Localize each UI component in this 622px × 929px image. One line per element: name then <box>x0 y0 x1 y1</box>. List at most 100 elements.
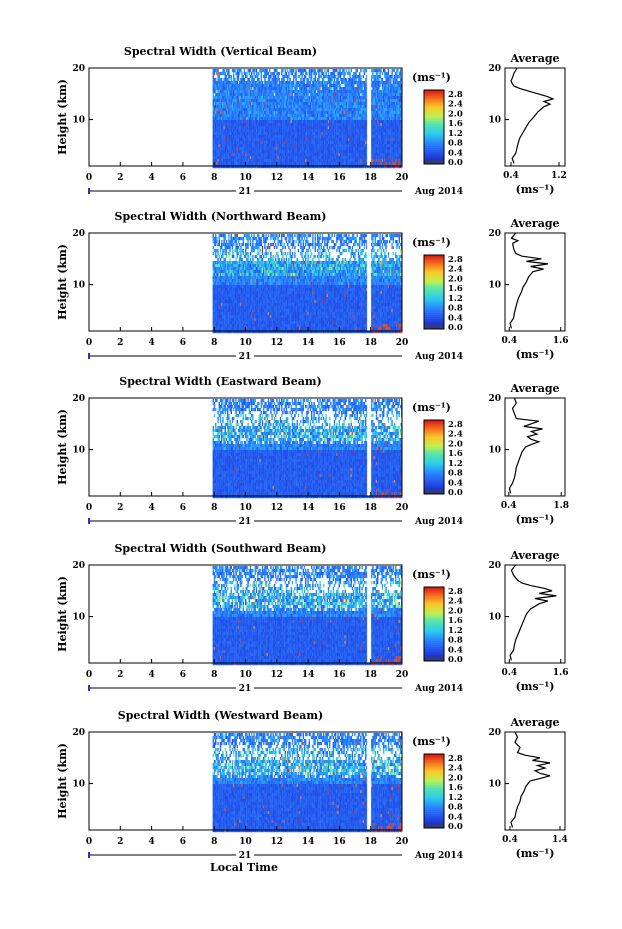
x-tick-label: 14 <box>302 173 315 183</box>
x-tick-label: 8 <box>211 503 217 513</box>
date-label: Aug 2014 <box>414 187 463 197</box>
colorbar-tick-label: 2.4 <box>448 764 463 774</box>
x-tick-label: 18 <box>364 670 377 680</box>
panel-title: Spectral Width (Westward Beam) <box>118 709 323 722</box>
profile-line <box>511 732 550 827</box>
colorbar-tick-label: 1.6 <box>448 284 463 294</box>
x-tick-label: 0 <box>86 338 92 348</box>
x-tick-label: 4 <box>148 837 154 847</box>
colorbar-tick-label: 2.8 <box>448 754 463 764</box>
profile-title: Average <box>509 549 559 562</box>
colorbar-tick-label: 0.0 <box>448 488 463 498</box>
y-tick-label: 10 <box>72 281 85 291</box>
day-label: 21 <box>239 684 252 694</box>
x-tick-label: 6 <box>180 338 186 348</box>
x-tick-label: 10 <box>239 173 252 183</box>
profile-x-tick-label: 0.4 <box>501 668 517 678</box>
day-label: 21 <box>239 187 252 197</box>
x-tick-label: 16 <box>333 670 346 680</box>
panel-title: Spectral Width (Eastward Beam) <box>119 375 321 388</box>
colorbar-tick-label: 2.8 <box>448 90 463 100</box>
profile-x-tick-label: 0.4 <box>501 336 517 346</box>
colorbar-tick-label: 1.6 <box>448 119 463 129</box>
profile-frame <box>505 732 565 830</box>
profile-line <box>510 233 548 328</box>
x-tick-label: 12 <box>271 503 284 513</box>
x-tick-label: 10 <box>239 338 252 348</box>
colorbar-unit: (ms⁻¹) <box>412 735 451 748</box>
colorbar-tick-label: 2.4 <box>448 597 463 607</box>
y-tick-label: 10 <box>72 780 85 790</box>
colorbar-tick-label: 1.2 <box>448 793 463 803</box>
colorbar-unit: (ms⁻¹) <box>412 236 451 249</box>
x-axis-label: Local Time <box>210 861 278 874</box>
day-label: 21 <box>239 851 252 861</box>
x-tick-label: 16 <box>333 173 346 183</box>
colorbar-tick-label: 0.8 <box>448 139 463 149</box>
y-tick-label: 10 <box>72 116 85 126</box>
colorbar-tick-label: 0.0 <box>448 323 463 333</box>
colorbar-tick-label: 2.8 <box>448 420 463 430</box>
data-gap <box>367 565 371 663</box>
colorbar-tick-label: 2.4 <box>448 100 463 110</box>
data-gap <box>367 398 371 496</box>
x-tick-label: 16 <box>333 837 346 847</box>
x-tick-label: 0 <box>86 837 92 847</box>
colorbar-tick-label: 1.2 <box>448 626 463 636</box>
profile-line <box>510 398 543 493</box>
heatmap-cells <box>213 234 403 333</box>
y-tick-label: 20 <box>72 64 85 74</box>
x-tick-label: 0 <box>86 503 92 513</box>
profile-x-tick-label: 1.6 <box>553 668 569 678</box>
y-tick-label: 20 <box>72 229 85 239</box>
x-tick-label: 6 <box>180 670 186 680</box>
profile-x-label: (ms⁻¹) <box>516 513 555 526</box>
heatmap-cells <box>213 733 403 832</box>
profile-title: Average <box>509 716 559 729</box>
x-tick-label: 12 <box>271 338 284 348</box>
profile-title: Average <box>509 52 559 65</box>
x-tick-label: 2 <box>117 503 123 513</box>
x-tick-label: 8 <box>211 338 217 348</box>
x-tick-label: 2 <box>117 338 123 348</box>
x-tick-label: 4 <box>148 670 154 680</box>
colorbar-tick-label: 2.4 <box>448 265 463 275</box>
panel-3: Spectral Width (Eastward Beam)Height (km… <box>56 375 569 527</box>
colorbar-tick-label: 1.6 <box>448 449 463 459</box>
panel-1: Spectral Width (Vertical Beam)Height (km… <box>56 45 567 197</box>
colorbar <box>424 587 444 661</box>
day-label: 21 <box>239 352 252 362</box>
date-label: Aug 2014 <box>414 851 463 861</box>
colorbar-tick-label: 1.2 <box>448 459 463 469</box>
y-tick-label: 20 <box>72 561 85 571</box>
panel-title: Spectral Width (Vertical Beam) <box>124 45 317 58</box>
x-tick-label: 4 <box>148 173 154 183</box>
colorbar-tick-label: 0.4 <box>448 148 463 158</box>
x-tick-label: 2 <box>117 837 123 847</box>
x-tick-label: 18 <box>364 338 377 348</box>
profile-x-label: (ms⁻¹) <box>516 847 555 860</box>
x-tick-label: 8 <box>211 670 217 680</box>
profile-x-label: (ms⁻¹) <box>516 183 555 196</box>
date-label: Aug 2014 <box>414 352 463 362</box>
x-tick-label: 6 <box>180 837 186 847</box>
colorbar-tick-label: 0.8 <box>448 636 463 646</box>
day-label: 21 <box>239 517 252 527</box>
x-tick-label: 2 <box>117 670 123 680</box>
profile-y-tick-label: 20 <box>488 394 501 404</box>
colorbar-tick-label: 2.0 <box>448 773 463 783</box>
x-tick-label: 10 <box>239 503 252 513</box>
colorbar-tick-label: 0.0 <box>448 158 463 168</box>
x-tick-label: 20 <box>396 837 409 847</box>
y-axis-label: Height (km) <box>56 743 69 819</box>
profile-y-tick-label: 10 <box>488 116 501 126</box>
profile-x-tick-label: 0.4 <box>501 501 517 511</box>
colorbar-unit: (ms⁻¹) <box>412 71 451 84</box>
colorbar-tick-label: 1.6 <box>448 783 463 793</box>
data-gap <box>367 68 371 166</box>
colorbar-tick-label: 0.8 <box>448 469 463 479</box>
colorbar <box>424 420 444 494</box>
colorbar-tick-label: 0.4 <box>448 645 463 655</box>
